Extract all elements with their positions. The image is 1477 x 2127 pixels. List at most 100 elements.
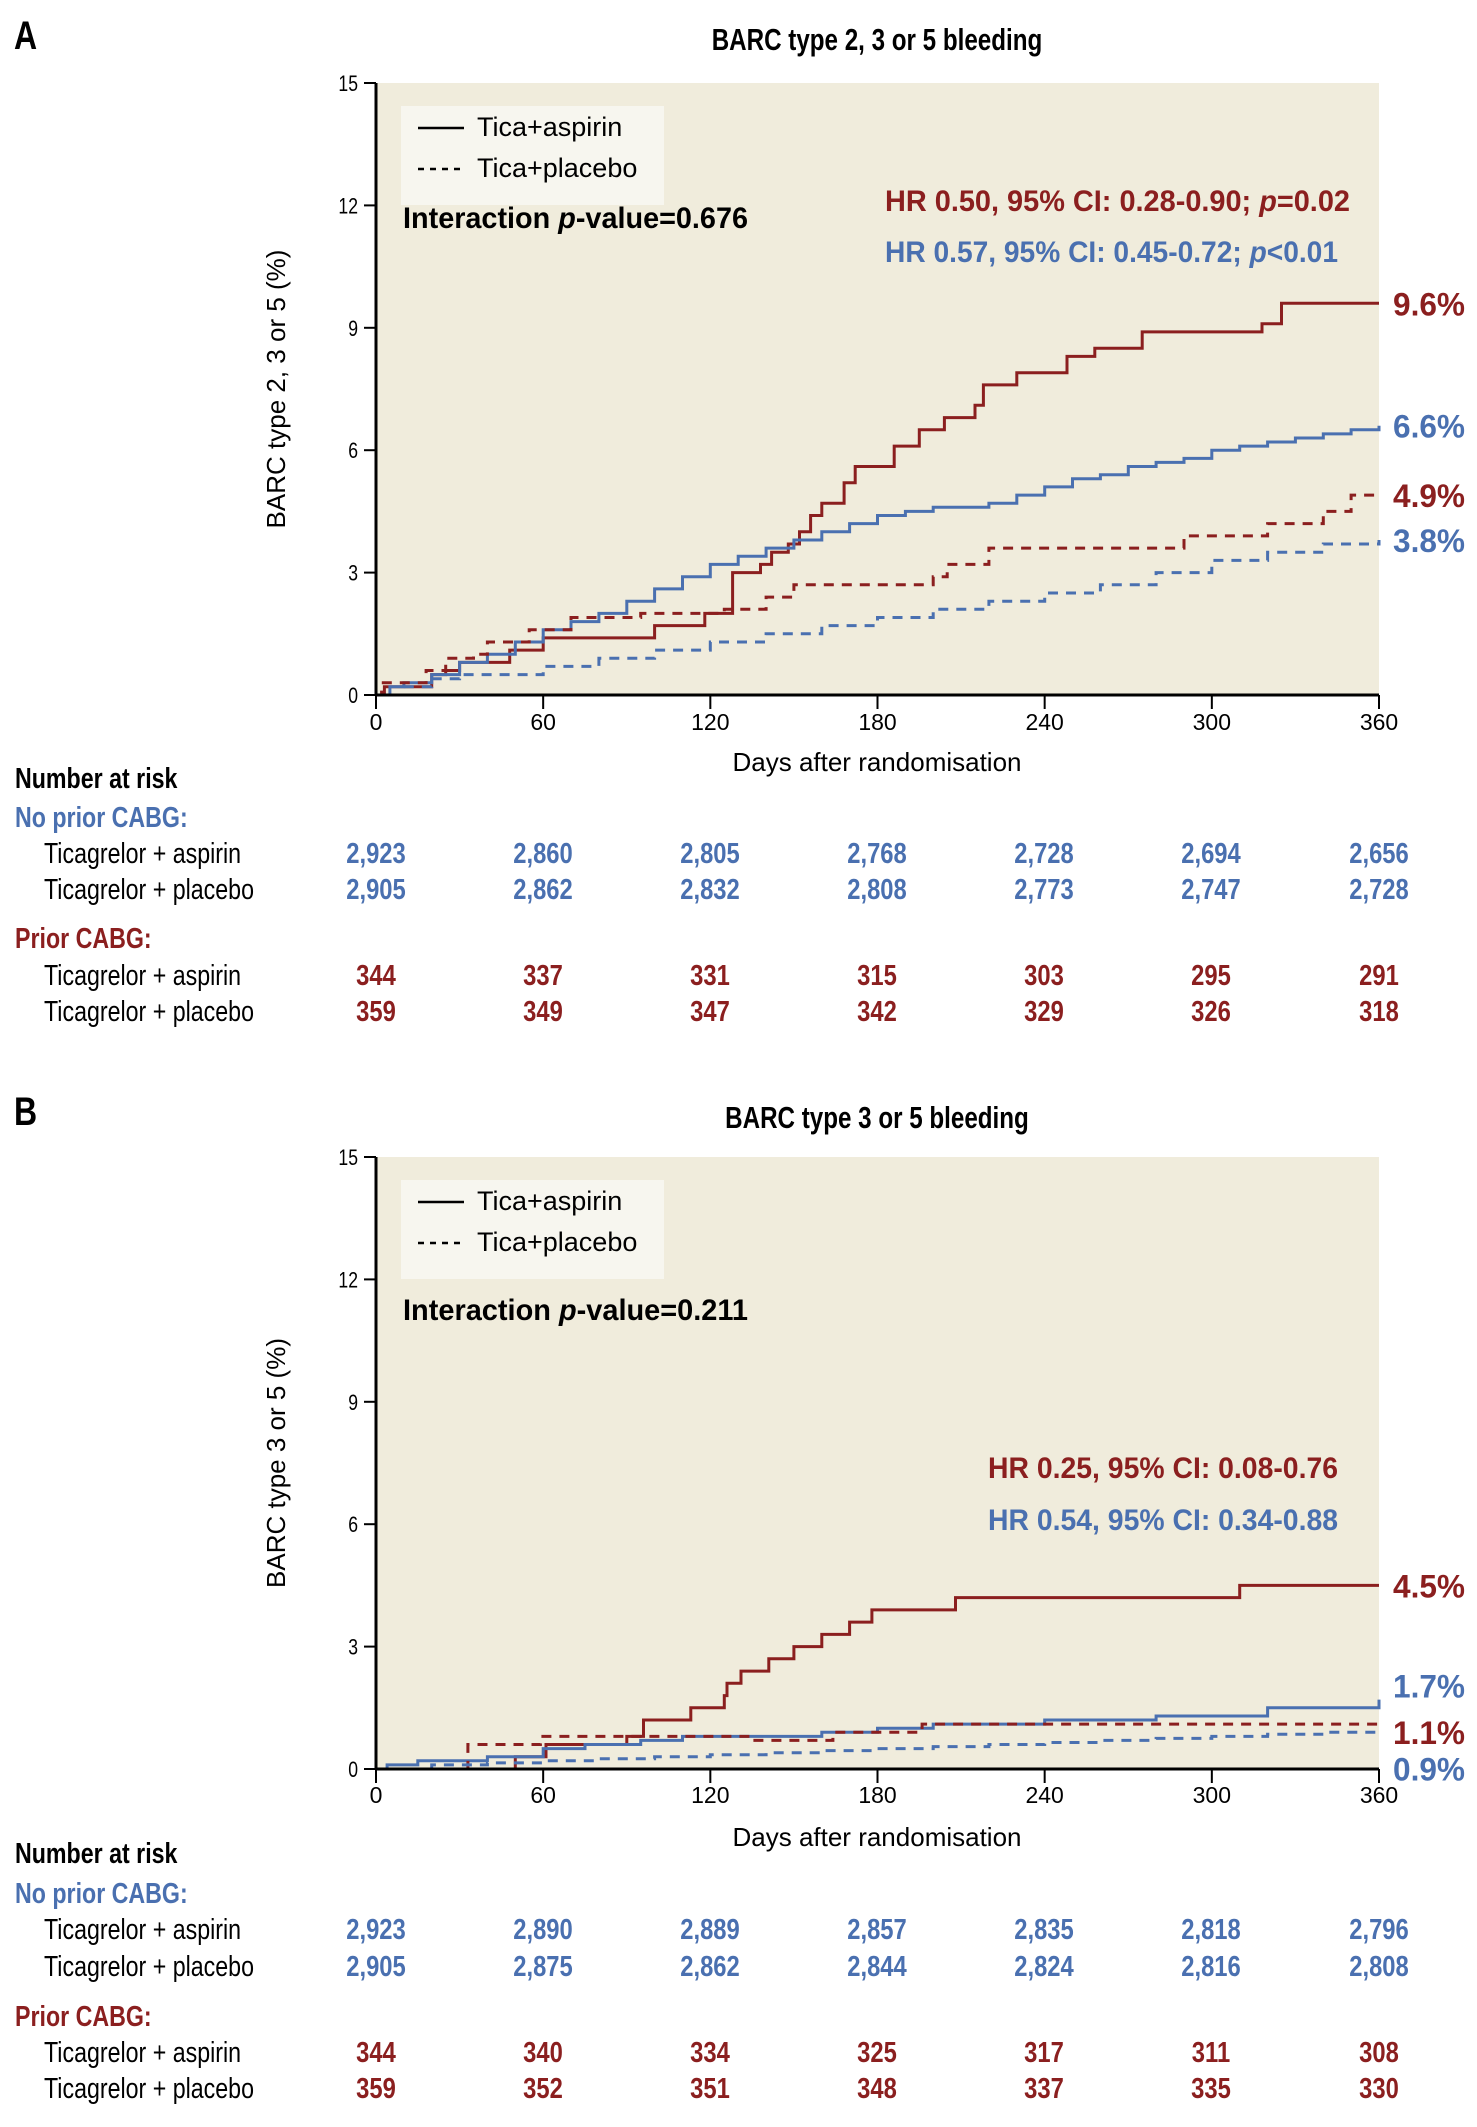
risk-count: 351 — [690, 2073, 730, 2105]
end-value-label: 9.6% — [1393, 286, 1465, 322]
chart-title: BARC type 3 or 5 bleeding — [725, 1100, 1029, 1135]
risk-count: 342 — [857, 996, 897, 1028]
x-tick-label: 180 — [858, 1782, 896, 1808]
risk-count: 334 — [690, 2037, 730, 2069]
x-tick-label: 0 — [370, 1782, 383, 1808]
end-value-label: 1.1% — [1393, 1715, 1465, 1751]
x-tick-label: 120 — [691, 709, 729, 735]
risk-count: 2,694 — [1181, 838, 1241, 870]
risk-count: 2,805 — [680, 838, 740, 870]
risk-row-label: Ticagrelor + aspirin — [44, 960, 242, 992]
y-tick-label: 3 — [348, 1636, 358, 1660]
x-axis-label: Days after randomisation — [732, 747, 1021, 777]
risk-count: 349 — [523, 996, 563, 1028]
risk-count: 317 — [1024, 2037, 1064, 2069]
risk-count: 2,818 — [1181, 1914, 1241, 1946]
hazard-ratio-no-prior-cabg: HR 0.54, 95% CI: 0.34-0.88 — [988, 1504, 1338, 1537]
y-tick-label: 0 — [348, 1758, 358, 1782]
km-curve-prior-placebo — [376, 493, 1379, 697]
interaction-p-value: Interaction p-value=0.676 — [403, 202, 748, 235]
legend-label: Tica+aspirin — [477, 1186, 622, 1216]
risk-count: 2,728 — [1349, 874, 1409, 906]
risk-count: 2,656 — [1349, 838, 1409, 870]
y-tick-label: 6 — [348, 1513, 358, 1537]
risk-count: 344 — [356, 2037, 396, 2069]
risk-count: 2,923 — [346, 838, 406, 870]
x-tick-label: 180 — [858, 709, 896, 735]
risk-count: 2,862 — [680, 1951, 740, 1983]
risk-group-label: Prior CABG: — [15, 2001, 152, 2033]
risk-row-label: Ticagrelor + placebo — [44, 1951, 254, 1983]
legend-box — [401, 106, 664, 205]
risk-count: 2,808 — [847, 874, 907, 906]
km-curve-prior-placebo — [376, 1722, 1379, 1771]
panel-B: Tica+aspirin Tica+placebo Interaction p-va… — [261, 1146, 1465, 1852]
legend: Tica+aspirin Tica+placebo — [401, 1180, 664, 1279]
end-value-label: 6.6% — [1393, 409, 1465, 445]
risk-count: 329 — [1024, 996, 1064, 1028]
y-tick-label: 3 — [348, 562, 358, 586]
risk-count: 2,835 — [1014, 1914, 1074, 1946]
legend-label: Tica+placebo — [477, 1227, 637, 1257]
risk-count: 348 — [857, 2073, 897, 2105]
risk-count: 2,905 — [346, 1951, 406, 1983]
risk-row-label: Ticagrelor + placebo — [44, 996, 254, 1028]
x-tick-label: 120 — [691, 1782, 729, 1808]
risk-row-label: Ticagrelor + aspirin — [44, 1914, 242, 1946]
risk-count: 340 — [523, 2037, 563, 2069]
end-value-label: 0.9% — [1393, 1751, 1465, 1787]
risk-count: 2,824 — [1014, 1951, 1074, 1983]
y-tick-label: 12 — [338, 195, 358, 219]
x-tick-label: 60 — [530, 709, 556, 735]
y-tick-label: 15 — [338, 1146, 358, 1170]
end-value-label: 1.7% — [1393, 1669, 1465, 1705]
y-tick-label: 9 — [348, 1391, 358, 1415]
chart-title: BARC type 2, 3 or 5 bleeding — [711, 22, 1043, 57]
risk-count: 2,747 — [1181, 874, 1241, 906]
risk-count: 359 — [356, 996, 396, 1028]
risk-group-label: No prior CABG: — [15, 802, 188, 834]
risk-count: 311 — [1191, 2037, 1231, 2069]
risk-count: 2,773 — [1014, 874, 1074, 906]
risk-count: 2,728 — [1014, 838, 1074, 870]
x-axis-label: Days after randomisation — [732, 1822, 1021, 1852]
y-tick-label: 6 — [348, 439, 358, 463]
risk-count: 2,860 — [513, 838, 573, 870]
hazard-ratio-prior-cabg: HR 0.25, 95% CI: 0.08-0.76 — [988, 1452, 1338, 1485]
panel-letter: A — [14, 14, 38, 58]
risk-count: 331 — [690, 960, 730, 992]
risk-count: 2,832 — [680, 874, 740, 906]
risk-count: 2,844 — [847, 1951, 907, 1983]
y-tick-label: 9 — [348, 317, 358, 341]
end-value-label: 4.9% — [1393, 478, 1465, 514]
risk-count: 2,816 — [1181, 1951, 1241, 1983]
interaction-p-value: Interaction p-value=0.211 — [403, 1294, 748, 1327]
risk-row-label: Ticagrelor + placebo — [44, 874, 254, 906]
km-curve-noprior-placebo — [376, 540, 1381, 697]
risk-count: 2,768 — [847, 838, 907, 870]
x-tick-label: 0 — [370, 709, 383, 735]
risk-count: 318 — [1359, 996, 1399, 1028]
risk-count: 325 — [857, 2037, 897, 2069]
risk-count: 337 — [523, 960, 563, 992]
legend-label: Tica+placebo — [477, 153, 637, 183]
risk-group-label: No prior CABG: — [15, 1878, 188, 1910]
risk-count: 335 — [1191, 2073, 1231, 2105]
legend-label: Tica+aspirin — [477, 112, 622, 142]
y-tick-label: 0 — [348, 684, 358, 708]
risk-count: 359 — [356, 2073, 396, 2105]
risk-row-label: Ticagrelor + aspirin — [44, 838, 242, 870]
risk-group-label: Prior CABG: — [15, 923, 152, 955]
number-at-risk-header: Number at risk — [15, 1838, 178, 1870]
panel-letter: B — [14, 1090, 38, 1134]
risk-count: 291 — [1359, 960, 1399, 992]
risk-count: 2,862 — [513, 874, 573, 906]
risk-count: 344 — [356, 960, 396, 992]
risk-count: 330 — [1359, 2073, 1399, 2105]
km-curve-noprior-aspirin — [376, 425, 1381, 697]
x-tick-label: 300 — [1193, 1782, 1231, 1808]
hazard-ratio-no-prior-cabg: HR 0.57, 95% CI: 0.45-0.72; p<0.01 — [885, 236, 1338, 269]
y-axis-label: BARC type 2, 3 or 5 (%) — [261, 250, 291, 529]
risk-count: 2,875 — [513, 1951, 573, 1983]
